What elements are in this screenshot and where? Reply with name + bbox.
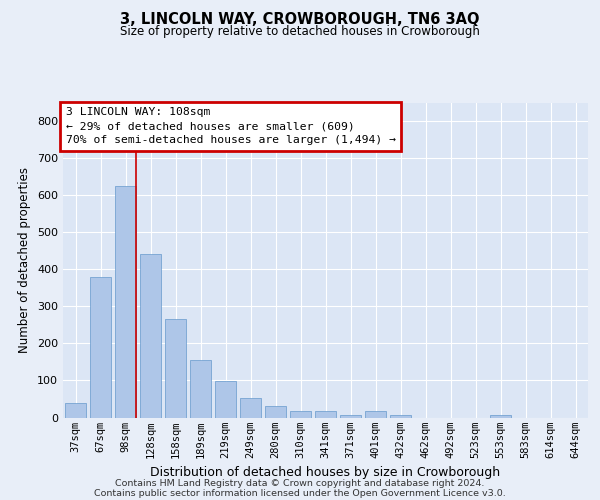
Bar [240,398,261,417]
Bar [165,320,186,418]
Text: Size of property relative to detached houses in Crowborough: Size of property relative to detached ho… [120,25,480,38]
Bar [90,276,111,418]
Bar [290,411,311,418]
Bar [365,411,386,418]
Bar [215,381,236,418]
Text: Contains HM Land Registry data © Crown copyright and database right 2024.: Contains HM Land Registry data © Crown c… [115,478,485,488]
X-axis label: Distribution of detached houses by size in Crowborough: Distribution of detached houses by size … [151,466,500,479]
Bar [115,186,136,418]
Bar [65,402,86,417]
Text: 3, LINCOLN WAY, CROWBOROUGH, TN6 3AQ: 3, LINCOLN WAY, CROWBOROUGH, TN6 3AQ [120,12,480,28]
Bar [490,415,511,418]
Bar [140,254,161,418]
Bar [315,411,336,418]
Text: Contains public sector information licensed under the Open Government Licence v3: Contains public sector information licen… [94,488,506,498]
Y-axis label: Number of detached properties: Number of detached properties [19,167,31,353]
Bar [190,360,211,418]
Bar [340,415,361,418]
Bar [265,406,286,417]
Text: 3 LINCOLN WAY: 108sqm
← 29% of detached houses are smaller (609)
70% of semi-det: 3 LINCOLN WAY: 108sqm ← 29% of detached … [65,107,395,145]
Bar [390,415,411,418]
